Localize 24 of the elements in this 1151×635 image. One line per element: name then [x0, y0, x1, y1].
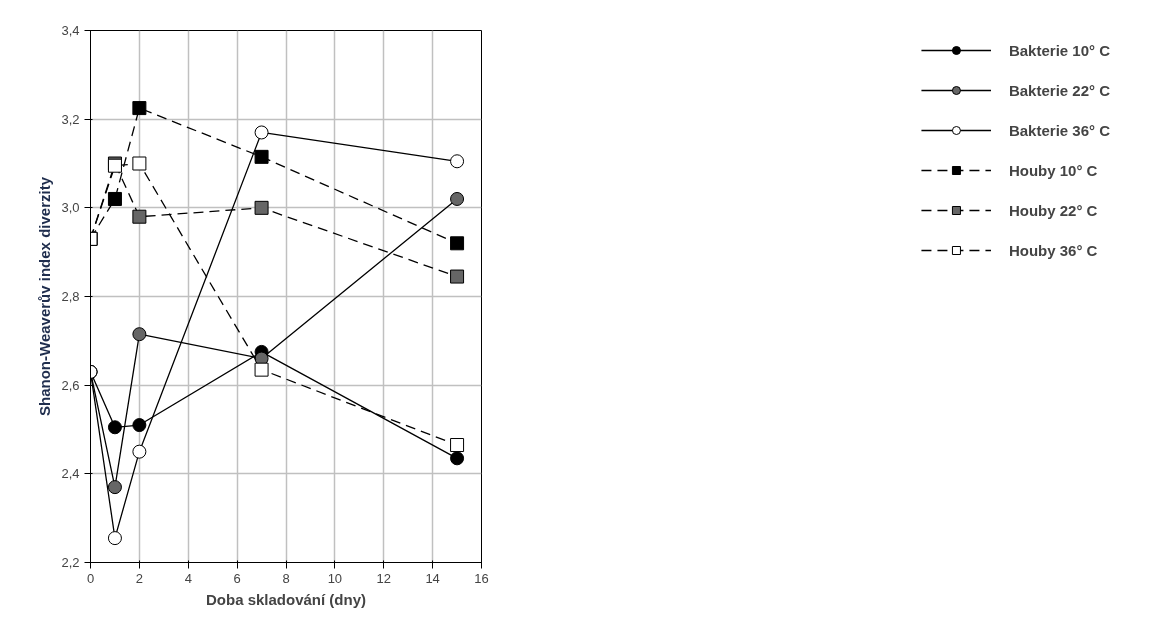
legend-label: Bakterie 36° C	[1008, 121, 1110, 139]
legend-label: Houby 22° C	[1008, 201, 1098, 219]
x-tick-label: 12	[376, 570, 391, 586]
y-tick-label: 3,0	[61, 200, 80, 216]
x-tick-label: 4	[184, 570, 192, 586]
legend-label: Houby 36° C	[1008, 241, 1098, 259]
x-tick-label: 14	[425, 570, 440, 586]
y-tick-label: 2,6	[61, 377, 80, 393]
y-tick-label: 3,2	[61, 111, 80, 127]
x-axis-title: Doba skladování (dny)	[205, 590, 367, 608]
legend-label: Bakterie 10° C	[1008, 41, 1110, 59]
x-tick-label: 0	[86, 570, 95, 586]
y-tick-label: 2,2	[61, 555, 80, 570]
legend-label: Bakterie 22° C	[1008, 81, 1110, 99]
x-tick-label: 8	[282, 570, 290, 586]
y-axis-title: Shanon-Weaverův index diverzity	[36, 176, 54, 416]
y-tick-label: 2,4	[61, 466, 80, 482]
x-tick-label: 2	[135, 570, 143, 586]
x-tick-label: 10	[327, 570, 343, 586]
x-tick-label: 6	[233, 570, 241, 586]
legend-label: Houby 10° C	[1008, 161, 1098, 179]
y-tick-label: 2,8	[61, 289, 80, 304]
x-tick-label: 16	[474, 570, 489, 586]
y-tick-label: 3,4	[61, 23, 80, 38]
